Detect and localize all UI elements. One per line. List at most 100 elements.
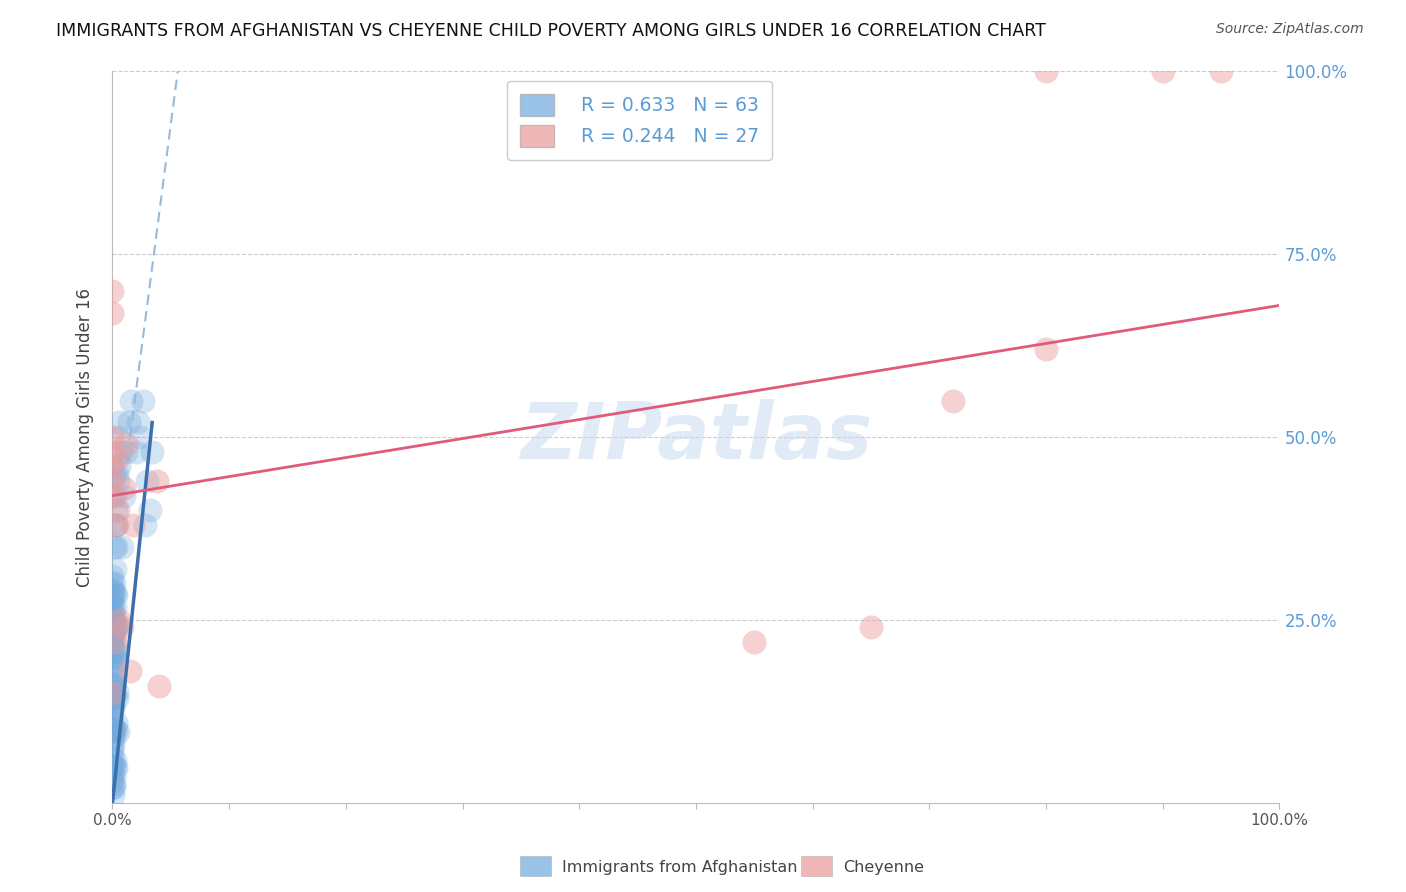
Point (125, 444, 148, 458)
Point (101, 759, 124, 773)
Point (101, 638, 124, 652)
Point (101, 657, 124, 671)
Point (104, 588, 127, 602)
Point (105, 690, 128, 705)
Point (101, 759, 124, 773)
Point (105, 654, 128, 668)
Point (101, 642, 124, 657)
Point (101, 700, 124, 714)
Point (111, 540, 134, 554)
Point (108, 613, 131, 627)
Point (101, 649, 124, 664)
Point (105, 619, 128, 633)
Point (101, 715, 124, 730)
Point (105, 452, 128, 467)
Text: ZIPatlas: ZIPatlas (520, 399, 872, 475)
Point (101, 773, 124, 788)
Point (104, 635, 127, 649)
Point (101, 739, 124, 753)
Point (101, 603, 124, 617)
Point (101, 599, 124, 613)
Point (101, 679, 124, 693)
Point (103, 540, 125, 554)
Y-axis label: Child Poverty Among Girls Under 16: Child Poverty Among Girls Under 16 (76, 287, 94, 587)
Point (104, 562, 127, 576)
Point (103, 678, 125, 692)
Point (101, 620, 124, 634)
Point (105, 723, 128, 737)
Point (115, 437, 138, 451)
Point (101, 730, 124, 744)
Point (108, 416, 131, 430)
Point (103, 723, 125, 737)
Point (111, 620, 134, 634)
Text: Immigrants from Afghanistan: Immigrants from Afghanistan (562, 860, 797, 874)
Point (104, 715, 127, 730)
Point (101, 723, 124, 737)
Point (101, 688, 124, 702)
Point (112, 481, 135, 495)
Point (101, 489, 124, 503)
Legend:   R = 0.633   N = 63,   R = 0.244   N = 27: R = 0.633 N = 63, R = 0.244 N = 27 (508, 81, 772, 160)
Point (146, 474, 169, 488)
Point (101, 693, 124, 707)
Point (101, 700, 124, 714)
Point (107, 474, 129, 488)
Point (103, 677, 125, 691)
Point (101, 686, 124, 700)
Point (101, 664, 124, 678)
Point (859, 620, 883, 634)
Point (742, 635, 765, 649)
Point (139, 503, 162, 517)
Point (101, 737, 124, 751)
Point (101, 723, 124, 737)
Point (103, 688, 125, 702)
Point (104, 503, 127, 517)
Point (103, 613, 125, 627)
Point (105, 619, 128, 633)
Point (101, 591, 124, 605)
Point (942, 393, 965, 408)
Point (105, 467, 128, 481)
Point (101, 569, 124, 583)
Point (107, 724, 129, 739)
Point (103, 693, 125, 707)
Point (101, 444, 124, 458)
Point (101, 613, 124, 627)
Point (101, 686, 124, 700)
Point (103, 467, 125, 481)
Text: Cheyenne: Cheyenne (844, 860, 925, 874)
Point (103, 624, 125, 638)
Point (120, 393, 142, 408)
Point (101, 745, 124, 759)
Point (122, 517, 145, 532)
Point (103, 780, 125, 794)
Point (101, 284, 124, 298)
Point (107, 503, 129, 517)
Point (101, 752, 124, 766)
Point (104, 489, 127, 503)
Point (101, 583, 124, 598)
Point (1152, 64, 1174, 78)
Point (104, 624, 127, 639)
Point (118, 416, 141, 430)
Point (101, 672, 124, 686)
Point (1035, 64, 1057, 78)
Point (101, 627, 124, 641)
Point (103, 700, 125, 714)
Point (1209, 64, 1232, 78)
Point (103, 769, 125, 783)
Point (104, 517, 127, 532)
Point (101, 459, 124, 474)
Point (101, 583, 124, 598)
Point (103, 777, 125, 791)
Point (104, 517, 127, 532)
Point (101, 708, 124, 723)
Point (110, 444, 132, 458)
Point (104, 540, 127, 554)
Point (108, 459, 131, 474)
Point (134, 517, 156, 532)
Point (105, 640, 128, 655)
Point (132, 393, 155, 408)
Point (104, 586, 127, 600)
